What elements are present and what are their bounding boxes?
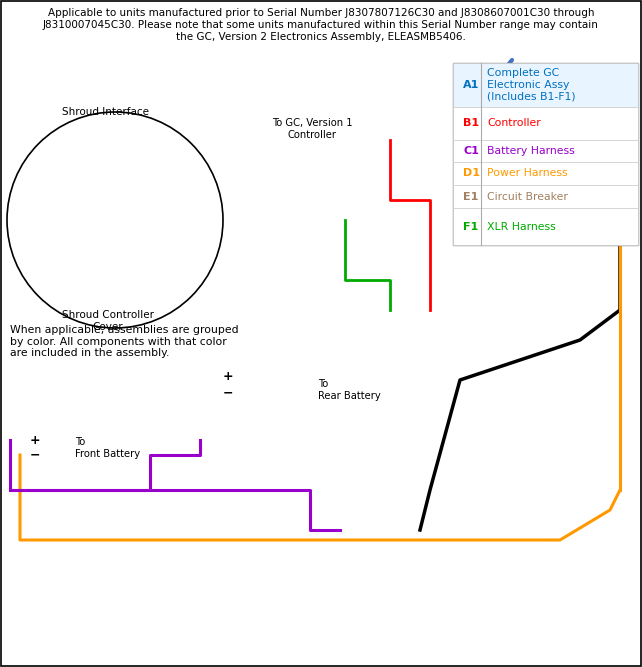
Text: C1: C1 [463,146,479,156]
Text: To
Rear Battery: To Rear Battery [318,380,381,401]
Text: F1: F1 [464,221,479,231]
Text: A1: A1 [463,80,479,90]
Text: Power Harness: Power Harness [487,169,568,179]
Text: XLR Harness: XLR Harness [487,221,556,231]
Text: D1: D1 [462,169,480,179]
Text: −: − [223,386,233,400]
Text: To
Front Battery: To Front Battery [75,437,140,459]
Bar [453,140,638,162]
Bar [453,162,638,185]
Bar [453,208,638,245]
Text: the GC, Version 2 Electronics Assembly, ELEASMB5406.: the GC, Version 2 Electronics Assembly, … [176,32,466,42]
Text: Circuit Breaker: Circuit Breaker [487,191,568,201]
Text: Applicable to units manufactured prior to Serial Number J8307807126C30 and J8308: Applicable to units manufactured prior t… [48,8,594,18]
Text: B1: B1 [463,119,479,129]
Bar [453,63,638,245]
Text: To GC, Version 1
Controller: To GC, Version 1 Controller [272,118,352,139]
Text: +: + [30,434,40,446]
Text: E1: E1 [464,191,479,201]
Text: Complete GC
Electronic Assy
(Includes B1-F1): Complete GC Electronic Assy (Includes B1… [487,69,576,101]
Text: Shroud Interface: Shroud Interface [62,107,148,117]
Text: When applicable, assemblies are grouped
by color. All components with that color: When applicable, assemblies are grouped … [10,325,239,358]
Text: Battery Harness: Battery Harness [487,146,575,156]
Bar [453,107,638,140]
Bar [453,185,638,208]
Text: −: − [30,448,40,462]
Bar [453,63,638,107]
Text: J8310007045C30. Please note that some units manufactured within this Serial Numb: J8310007045C30. Please note that some un… [43,20,599,30]
Text: Shroud Controller
Cover: Shroud Controller Cover [62,310,154,331]
Text: +: + [223,370,233,384]
Text: Controller: Controller [487,119,541,129]
